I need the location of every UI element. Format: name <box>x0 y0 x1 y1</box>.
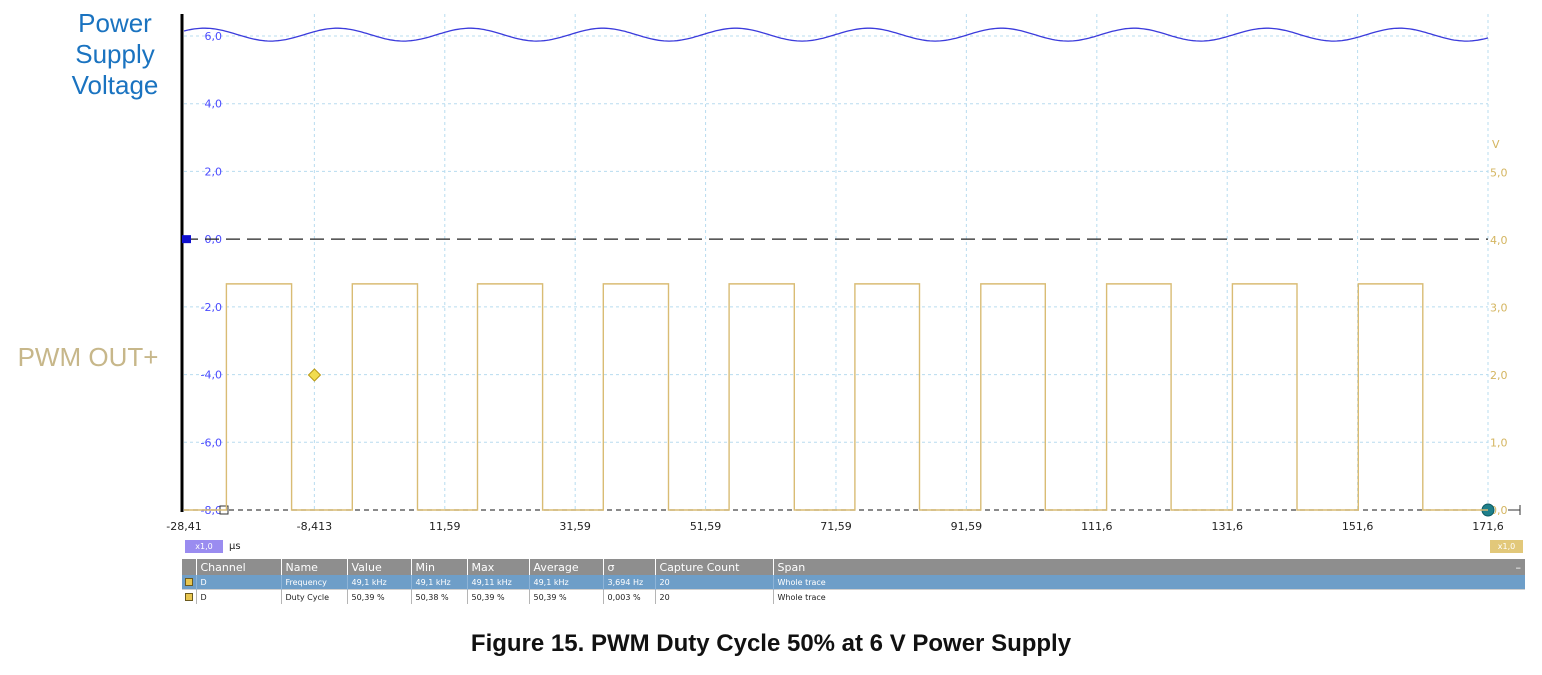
cell-channel: D <box>195 575 281 590</box>
cell-span: Whole trace <box>772 575 1525 590</box>
left-axis-ticks: 6,04,02,00,0-2,0-4,0-6,0-8,0 <box>201 30 222 517</box>
left-tick-label: 2,0 <box>205 165 223 178</box>
supply-voltage-trace <box>183 27 1489 42</box>
zoom-badge-channel-b[interactable]: x1,0 <box>1490 540 1523 553</box>
measurements-header-row: Channel Name Value Min Max Average σ Cap… <box>182 559 1525 575</box>
left-tick-label: -4,0 <box>201 369 222 382</box>
time-tick-label: 11,59 <box>429 520 461 533</box>
left-tick-label: 6,0 <box>205 30 223 43</box>
cell-min: 49,1 kHz <box>410 575 467 590</box>
left-tick-label: -2,0 <box>201 301 222 314</box>
markers <box>307 368 322 382</box>
channel-swatch-icon <box>182 589 196 604</box>
channel-a-offset-handle <box>182 235 191 244</box>
time-tick-label: -28,41 <box>166 520 201 533</box>
pwm-out-label: PWM OUT+ <box>17 342 159 372</box>
cell-max: 49,11 kHz <box>466 575 529 590</box>
channel-swatch-icon <box>182 575 196 590</box>
pwm-trace <box>184 283 1488 511</box>
measurement-row-frequency[interactable]: D Frequency 49,1 kHz 49,1 kHz 49,11 kHz … <box>182 575 1525 590</box>
cell-average: 49,1 kHz <box>528 575 603 590</box>
cell-max: 50,39 % <box>466 589 529 604</box>
cell-capture-count: 20 <box>654 575 773 590</box>
cell-span: Whole trace <box>772 589 1525 604</box>
cell-capture-count: 20 <box>654 589 773 604</box>
header-sigma[interactable]: σ <box>602 559 655 575</box>
power-supply-voltage-label-line: Voltage <box>71 70 159 100</box>
time-tick-label: 31,59 <box>559 520 591 533</box>
header-average[interactable]: Average <box>528 559 603 575</box>
time-tick-label: 171,6 <box>1472 520 1504 533</box>
power-supply-voltage-label-line: Supply <box>75 39 155 69</box>
header-value[interactable]: Value <box>346 559 411 575</box>
header-max[interactable]: Max <box>466 559 529 575</box>
cell-average: 50,39 % <box>528 589 603 604</box>
left-tick-label: 4,0 <box>205 98 223 111</box>
header-min[interactable]: Min <box>410 559 467 575</box>
header-span[interactable]: Span – <box>772 559 1525 575</box>
oscilloscope-plot: 6,04,02,00,0-2,0-4,0-6,0-8,0 5,04,03,02,… <box>166 14 1521 533</box>
measurement-row-duty-cycle[interactable]: D Duty Cycle 50,39 % 50,38 % 50,39 % 50,… <box>182 589 1525 604</box>
zero-lines <box>182 235 1521 517</box>
header-swatch <box>182 559 196 575</box>
time-tick-label: 91,59 <box>951 520 983 533</box>
zoom-badge-channel-a[interactable]: x1,0 <box>185 540 223 553</box>
time-tick-label: 71,59 <box>820 520 852 533</box>
power-supply-voltage-label-line: Power <box>78 8 152 38</box>
right-tick-label: 1,0 <box>1490 437 1508 450</box>
right-tick-label: 0,0 <box>1490 504 1508 517</box>
left-tick-label: -6,0 <box>201 436 222 449</box>
measurements-table: Channel Name Value Min Max Average σ Cap… <box>182 559 1525 604</box>
right-axis-unit-label: V <box>1492 138 1500 151</box>
pwm-square-wave <box>184 283 1488 511</box>
time-unit-label: µs <box>229 541 241 552</box>
right-axis-ticks: 5,0 4,0 3,0 2,0 1,0 0,0 V <box>1490 138 1508 517</box>
time-tick-label: 131,6 <box>1211 520 1243 533</box>
header-channel[interactable]: Channel <box>195 559 281 575</box>
cell-value: 49,1 kHz <box>346 575 411 590</box>
time-axis-ticks: -28,41 -8,413 11,59 31,59 51,59 71,59 91,59 111… <box>166 520 1503 533</box>
collapse-button[interactable]: – <box>1515 560 1522 574</box>
time-tick-label: 111,6 <box>1081 520 1113 533</box>
cell-sigma: 3,694 Hz <box>602 575 655 590</box>
time-tick-label: 51,59 <box>690 520 722 533</box>
cell-channel: D <box>195 589 281 604</box>
cell-min: 50,38 % <box>410 589 467 604</box>
grid <box>184 14 1489 510</box>
trigger-marker-icon <box>307 368 322 382</box>
header-name[interactable]: Name <box>280 559 347 575</box>
right-tick-label: 3,0 <box>1490 302 1508 315</box>
header-span-label: Span <box>777 560 806 574</box>
right-tick-label: 5,0 <box>1490 167 1508 180</box>
header-capture-count[interactable]: Capture Count <box>654 559 773 575</box>
supply-voltage-line <box>183 27 1489 42</box>
right-tick-label: 2,0 <box>1490 369 1508 382</box>
cell-value: 50,39 % <box>346 589 411 604</box>
time-tick-label: 151,6 <box>1342 520 1374 533</box>
figure-caption: Figure 15. PWM Duty Cycle 50% at 6 V Pow… <box>470 630 1072 657</box>
cell-name: Duty Cycle <box>280 589 347 604</box>
cell-name: Frequency <box>280 575 347 590</box>
time-tick-label: -8,413 <box>297 520 332 533</box>
power-supply-voltage-label: Power Supply Voltage <box>40 8 190 101</box>
right-tick-label: 4,0 <box>1490 234 1508 247</box>
cell-sigma: 0,003 % <box>602 589 655 604</box>
